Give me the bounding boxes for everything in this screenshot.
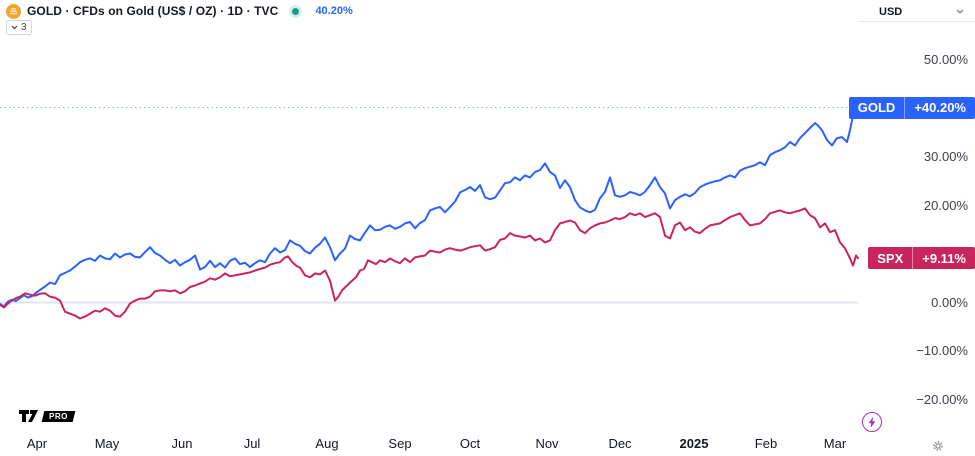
x-axis-label[interactable]: Jul — [243, 436, 261, 451]
x-axis-label[interactable]: Mar — [823, 436, 847, 451]
pro-badge: PRO — [41, 410, 76, 422]
market-status-dot-icon[interactable] — [292, 7, 300, 15]
y-axis-label: −20.00% — [916, 391, 968, 407]
tradingview-pro-logo[interactable]: PRO — [18, 409, 76, 423]
tradingview-logo-icon — [19, 410, 38, 422]
chevron-down-icon — [956, 9, 964, 14]
y-axis-label: −10.00% — [916, 343, 968, 358]
y-axis-label: 50.00% — [923, 52, 968, 67]
instant-order-lightning-button[interactable] — [862, 412, 882, 432]
currency-selector[interactable]: USD — [873, 2, 970, 21]
spx-badge-symbol: SPX — [877, 250, 904, 266]
currency-value: USD — [879, 5, 903, 18]
gold-price-badge[interactable]: GOLD +40.20% — [848, 96, 975, 119]
spx-price-badge[interactable]: SPX +9.11% — [868, 247, 975, 270]
x-axis-label[interactable]: Aug — [315, 436, 339, 451]
change-percent-value: 40.20% — [315, 5, 353, 17]
x-axis-label[interactable]: Sep — [388, 436, 412, 451]
gold-coin-icon — [6, 3, 21, 19]
gear-icon — [933, 441, 943, 451]
x-axis-label[interactable]: Jun — [171, 436, 193, 451]
gold-series-line — [0, 106, 859, 308]
x-axis-label[interactable]: May — [94, 436, 120, 451]
chevron-down-icon — [11, 25, 18, 30]
symbol-title[interactable]: GOLD · CFDs on Gold (US$ / OZ) · 1D · TV… — [27, 4, 279, 18]
spx-series-line — [0, 207, 859, 320]
spx-badge-value: +9.11% — [912, 247, 975, 270]
symbol-header[interactable]: GOLD · CFDs on Gold (US$ / OZ) · 1D · TV… — [6, 3, 353, 19]
y-axis-label: 0.00% — [931, 294, 968, 310]
x-axis-label[interactable]: 2025 — [679, 436, 709, 451]
layers-count: 3 — [21, 22, 27, 33]
x-axis-label[interactable]: Nov — [535, 436, 559, 451]
x-axis-label[interactable]: Dec — [608, 436, 632, 451]
gold-badge-symbol: GOLD — [857, 100, 896, 116]
x-axis-label[interactable]: Feb — [754, 436, 778, 451]
compare-layers-button[interactable]: 3 — [6, 20, 32, 35]
x-axis-label[interactable]: Oct — [459, 436, 481, 451]
time-axis-settings-button[interactable] — [930, 438, 946, 454]
y-axis-label: 20.00% — [923, 197, 968, 213]
lightning-icon — [868, 416, 876, 428]
gold-badge-value: +40.20% — [904, 96, 975, 119]
y-axis-label: 30.00% — [923, 149, 968, 164]
x-axis-label[interactable]: Apr — [26, 436, 48, 451]
price-axis-toolbar-divider — [858, 21, 975, 22]
